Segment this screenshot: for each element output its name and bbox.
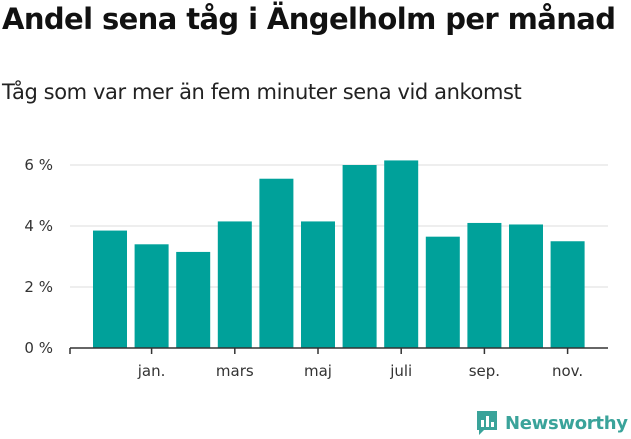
newsworthy-logo-icon: [477, 411, 497, 435]
bar: [217, 221, 252, 348]
y-tick-label: 0 %: [24, 339, 53, 357]
brand-name: Newsworthy: [505, 412, 628, 434]
bar: [550, 241, 585, 348]
bar: [259, 178, 294, 348]
x-axis-ticks: jan. mars maj juli sep. nov.: [137, 362, 583, 380]
y-tick-label: 2 %: [24, 278, 53, 296]
bar: [467, 222, 502, 348]
brand-logo: Newsworthy: [475, 408, 628, 438]
x-tick-label: maj: [304, 362, 332, 380]
chart-title: Andel sena tåg i Ängelholm per månad: [2, 2, 616, 36]
y-tick-label: 6 %: [24, 156, 53, 174]
bars: [93, 160, 585, 348]
x-tick-label: juli: [389, 362, 412, 380]
x-tick-label: mars: [216, 362, 254, 380]
bar: [509, 224, 543, 348]
bar: [93, 230, 127, 348]
x-tick-label: sep.: [469, 362, 500, 380]
chart-subtitle: Tåg som var mer än fem minuter sena vid …: [2, 80, 522, 104]
y-tick-label: 4 %: [24, 217, 53, 235]
x-tick-label: nov.: [552, 362, 583, 380]
y-axis-ticks: 0 % 2 % 4 % 6 %: [24, 156, 53, 357]
bar: [301, 221, 335, 348]
bar: [384, 160, 419, 348]
bar: [176, 251, 211, 348]
bar: [134, 244, 169, 348]
bar: [342, 165, 377, 348]
x-tick-label: jan.: [137, 362, 166, 380]
x-axis: [69, 347, 608, 354]
bar: [425, 236, 460, 348]
